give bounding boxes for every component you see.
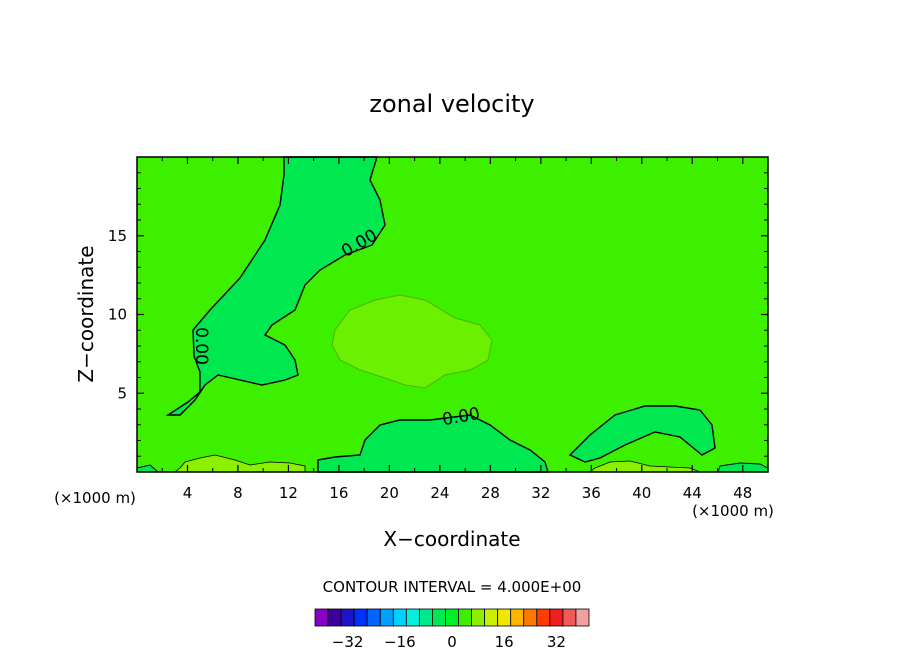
colorbar-swatch (418, 608, 433, 627)
chart-title: zonal velocity (369, 90, 534, 118)
colorbar-tick-label: 16 (495, 633, 514, 651)
colorbar-swatch (497, 608, 512, 627)
colorbar-tick-label: 0 (447, 633, 457, 651)
negative-region-lower-right (568, 405, 716, 463)
colorbar-swatch (353, 608, 368, 627)
x-tick-label: 40 (632, 484, 651, 502)
x-tick-label: 36 (582, 484, 601, 502)
positive-region-center (331, 294, 493, 389)
negative-region-upper (165, 156, 386, 416)
colorbar-swatch (471, 608, 486, 627)
colorbar-swatch (523, 608, 538, 627)
colorbar (314, 608, 590, 627)
colorbar-swatch (340, 608, 355, 627)
contour-interval-text: CONTOUR INTERVAL = 4.000E+00 (323, 578, 582, 596)
colorbar-swatch (445, 608, 459, 627)
colorbar-swatch (327, 608, 342, 627)
y-tick-label: 5 (117, 384, 127, 402)
colorbar-tick-label: −16 (384, 633, 416, 651)
x-tick-label: 24 (430, 484, 449, 502)
colorbar-tick-label: −32 (332, 633, 364, 651)
colorbar-swatch (484, 608, 499, 627)
colorbar-swatch (549, 608, 564, 627)
x-tick-label: 44 (683, 484, 702, 502)
x-tick-label: 12 (279, 484, 298, 502)
colorbar-swatch (536, 608, 551, 627)
negative-region-lower-center (317, 414, 549, 473)
colorbar-swatch (510, 608, 525, 627)
colorbar-swatch (575, 608, 590, 627)
x-tick-label: 32 (531, 484, 550, 502)
y-tick-label: 15 (108, 227, 127, 245)
colorbar-swatch (314, 608, 329, 627)
x-unit-right: (×1000 m) (692, 502, 774, 520)
y-axis-label: Z−coordinate (74, 245, 98, 382)
colorbar-swatch (562, 608, 577, 627)
x-axis-ticks: 4 8 12 16 20 24 28 32 36 40 44 48 (161, 157, 752, 502)
colorbar-tick-label: 32 (547, 633, 566, 651)
colorbar-swatch (366, 608, 381, 627)
contour-label: 0.00 (191, 327, 211, 365)
x-tick-label: 20 (380, 484, 399, 502)
colorbar-swatch (379, 608, 394, 627)
x-axis-label: X−coordinate (383, 527, 520, 551)
colorbar-labels: −32 −16 0 16 32 (332, 633, 566, 651)
y-tick-label: 10 (108, 306, 127, 324)
x-tick-label: 8 (233, 484, 243, 502)
x-tick-label: 28 (481, 484, 500, 502)
y-axis-ticks: 5 10 15 (108, 172, 768, 457)
x-tick-label: 4 (183, 484, 193, 502)
colorbar-swatch (405, 608, 420, 627)
colorbar-swatch (458, 608, 472, 627)
x-unit-left: (×1000 m) (54, 489, 136, 507)
x-tick-label: 48 (733, 484, 752, 502)
plot-area: 0.00 0.00 0.00 (136, 156, 769, 473)
colorbar-swatch (432, 608, 446, 627)
colorbar-swatch (392, 608, 407, 627)
x-tick-label: 16 (329, 484, 348, 502)
